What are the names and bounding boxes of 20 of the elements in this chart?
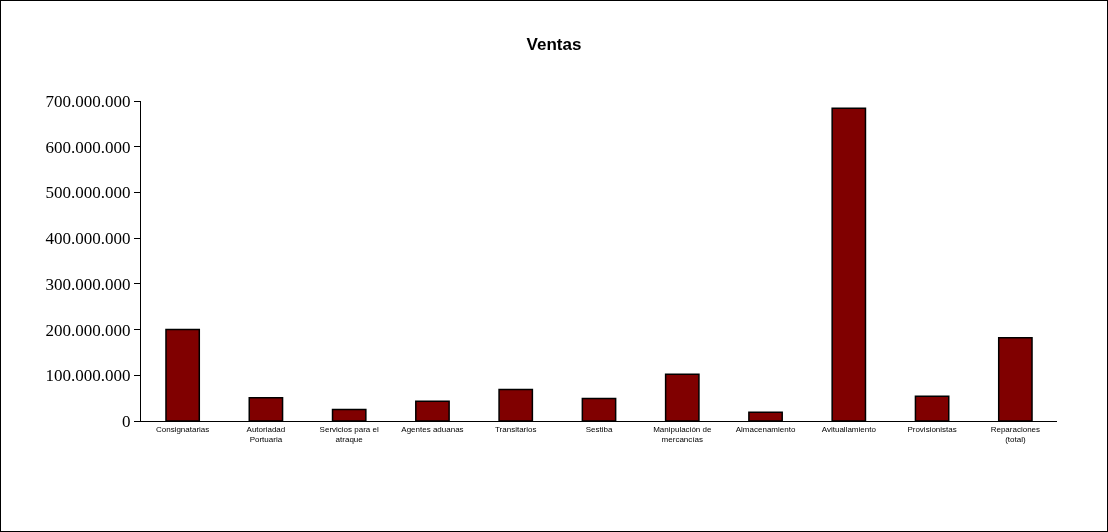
x-tick-label: Almacenamiento — [735, 424, 796, 434]
x-tick-label: Consignatarias — [155, 424, 210, 434]
x-tick-label: Manipulación de mercancías — [653, 424, 712, 444]
chart-title: Ventas — [526, 35, 582, 54]
y-tick-label: 300.000.000 — [45, 274, 131, 294]
x-tick-label: Servicios para el atraque — [319, 424, 379, 444]
y-tick-label: 400.000.000 — [45, 229, 131, 249]
y-tick-label: 600.000.000 — [45, 137, 131, 157]
y-tick-label: 0 — [122, 411, 131, 431]
x-tick-label: Provisionistas — [907, 424, 957, 434]
x-tick-label: Autoriadad Portuaria — [246, 424, 286, 444]
x-tick-label: Avituallamiento — [821, 424, 877, 434]
x-tick-label: Agentes aduanas — [401, 424, 464, 434]
x-tick-label: Reparaciones (total) — [990, 424, 1041, 444]
x-tick-label: Transitarios — [494, 424, 537, 434]
y-tick-label: 100.000.000 — [45, 366, 131, 386]
y-tick-label: 500.000.000 — [45, 183, 131, 203]
x-tick-label: Sestiba — [585, 424, 613, 434]
y-tick-label: 700.000.000 — [45, 91, 131, 111]
y-tick-label: 200.000.000 — [45, 320, 131, 340]
